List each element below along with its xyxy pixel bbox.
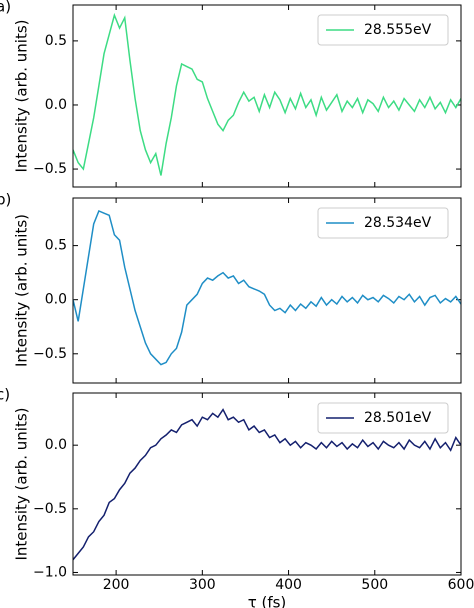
y-axis-label: Intensity (arb. units) — [13, 407, 31, 560]
panel-label: b) — [0, 191, 11, 209]
y-tick-label: −0.5 — [33, 346, 67, 362]
y-tick-label: 0.0 — [45, 97, 67, 113]
data-line — [73, 12, 461, 176]
axes-frame — [72, 4, 462, 188]
panel-label: a) — [0, 0, 11, 16]
legend-label: 28.501eV — [364, 410, 432, 426]
y-tick-label: 0.0 — [45, 437, 67, 453]
y-tick-label: 0.0 — [45, 292, 67, 308]
x-tick-label: 300 — [189, 577, 216, 593]
data-line — [73, 408, 461, 561]
x-tick-label: 400 — [275, 577, 302, 593]
x-tick-label: 500 — [361, 577, 388, 593]
legend-label: 28.555eV — [364, 22, 432, 38]
y-axis-label: Intensity (arb. units) — [13, 19, 31, 172]
y-tick-label: −0.5 — [33, 501, 67, 517]
axes-frame — [72, 197, 462, 384]
y-tick-label: 0.5 — [45, 238, 67, 254]
legend-box — [317, 402, 449, 434]
legend-label: 28.534eV — [364, 215, 432, 231]
x-tick-label: 600 — [448, 577, 474, 593]
legend-box — [317, 14, 449, 46]
axes-frame — [72, 392, 462, 576]
y-tick-label: −1.0 — [33, 564, 67, 580]
data-line — [73, 209, 461, 366]
x-axis-label: τ (fs) — [248, 594, 287, 608]
x-tick-label: 200 — [103, 577, 130, 593]
y-tick-label: −0.5 — [33, 161, 67, 177]
y-axis-label: Intensity (arb. units) — [13, 214, 31, 367]
y-tick-label: 0.5 — [45, 33, 67, 49]
panel-label: c) — [0, 386, 10, 404]
legend-box — [317, 207, 449, 239]
